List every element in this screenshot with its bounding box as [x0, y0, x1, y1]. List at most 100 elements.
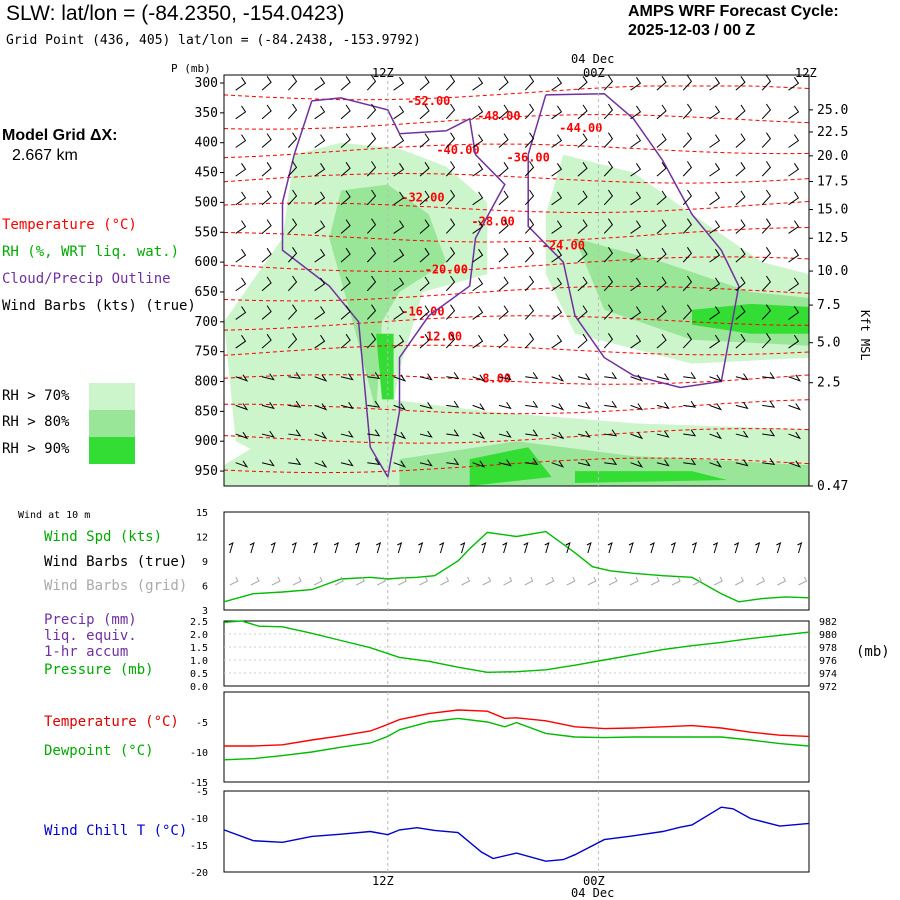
wind-barb: [393, 334, 405, 349]
wind-barb: [788, 220, 800, 234]
isotherm-label: -20.00: [425, 262, 468, 276]
wind-barb: [498, 459, 512, 467]
wind-barb: [419, 76, 430, 91]
isotherm-label: -28.00: [471, 215, 514, 229]
wind-barb: [472, 334, 484, 349]
wind-barb: [261, 76, 272, 91]
wind-barb: [235, 77, 247, 91]
top-date: 04 Dec: [571, 52, 615, 66]
wind-barb: [525, 458, 539, 466]
grid-wind-barb: [229, 576, 239, 586]
wind-barb: [287, 333, 298, 349]
wind-barb: [761, 161, 772, 177]
wind-barb: [551, 105, 563, 120]
wind-barb: [577, 76, 588, 91]
rh90-region: [692, 303, 809, 334]
wind-barb: [656, 305, 667, 320]
wind-barb: [577, 133, 588, 148]
wind-barb: [393, 306, 405, 320]
rh90-region: [469, 447, 552, 486]
wind-barb: [761, 333, 772, 349]
wind-barb: [683, 429, 697, 437]
wind-barb: [682, 189, 693, 206]
wind-barb: [683, 400, 697, 408]
wind-barb: [709, 105, 721, 120]
wind-barb: [288, 372, 302, 380]
wind-barb: [630, 191, 642, 206]
wind-barb: [419, 133, 430, 148]
grid-wind-barb: [777, 576, 787, 586]
wind-barb: [603, 132, 614, 148]
grid-wind-barb: [735, 576, 744, 586]
wind-barb: [498, 333, 509, 349]
wind-barb: [419, 305, 430, 320]
surface-wind-barb: [565, 542, 571, 554]
wind-barb: [604, 429, 618, 437]
wind-barb: [735, 402, 749, 410]
wind-barbs-grid-label: Wind Barbs (grid): [44, 578, 188, 594]
surface-wind-barb: [397, 542, 403, 554]
wind-barb: [788, 105, 800, 120]
wind-barb: [656, 373, 670, 381]
wind-barb: [314, 277, 326, 292]
wind-barb: [551, 248, 563, 263]
wind-barb: [735, 373, 749, 381]
temperature-tick-label: -15: [190, 778, 208, 789]
wind-barb: [551, 163, 563, 177]
wind-chill-tick-label: -5: [196, 787, 208, 798]
wind-barb: [287, 132, 298, 148]
wind-barb: [551, 403, 565, 411]
wind-barb: [446, 400, 460, 408]
wind-barb: [577, 190, 588, 206]
wind-barb: [419, 190, 430, 206]
isotherm-label: -24.00: [542, 238, 585, 252]
precip-label-2: liq. equiv.: [44, 628, 137, 644]
wind-barb: [288, 429, 302, 437]
cloud-outline-layer: [281, 92, 740, 480]
cross-section-grid: 300 350 400 450 500 550 600 650 700 750 800 850 900 9…: [89, 74, 848, 494]
cloud-outline: [281, 97, 506, 480]
wind-barb: [524, 247, 535, 263]
precip-tick-label: 0.5: [190, 669, 208, 680]
wind-barb: [235, 105, 247, 120]
wind-barb: [235, 191, 247, 206]
rh70-swatch: [89, 383, 135, 410]
wind-barb: [235, 374, 249, 382]
wind-barb: [261, 219, 272, 234]
wind-barb: [761, 218, 772, 234]
surface-wind-barb: [797, 542, 803, 554]
wind-barb: [630, 248, 642, 263]
top-tick-12z-1: 12Z: [372, 66, 394, 80]
wind-barb: [261, 402, 275, 410]
wind-barb: [445, 275, 456, 292]
grid-point-subtitle: Grid Point (436, 405) lat/lon = (-84.243…: [6, 33, 421, 48]
kft-tick-label: 5.0: [817, 336, 840, 351]
wind-barb: [366, 247, 377, 263]
wind-barb: [261, 247, 272, 263]
grid-wind-barb: [377, 576, 386, 586]
wind-barb: [393, 134, 405, 148]
kft-tick-label: 12.5: [817, 231, 848, 246]
chart-marks: [223, 530, 810, 862]
wind-barb: [735, 219, 746, 234]
wind-barb: [630, 403, 644, 411]
wind-barb: [735, 133, 746, 148]
model-grid-value: 2.667 km: [12, 147, 78, 164]
cloud-outline: [527, 92, 740, 389]
wind-barb: [445, 247, 456, 263]
wind-barb: [735, 162, 746, 177]
wind-barb: [366, 161, 377, 177]
surface-wind-barb: [481, 542, 487, 554]
wind-barb: [577, 104, 588, 120]
wind-barb: [445, 161, 456, 177]
wind-barb: [577, 333, 588, 349]
grid-wind-barb: [313, 576, 323, 586]
wind-barb: [314, 191, 326, 206]
wind-barb: [551, 220, 563, 234]
wind-barb: [393, 460, 407, 468]
isotherm-label: -12.00: [419, 330, 462, 344]
wind-barb: [577, 402, 591, 410]
surface-wind-barb: [312, 542, 318, 554]
rh80-swatch: [89, 410, 135, 437]
wind-barb: [419, 276, 430, 292]
